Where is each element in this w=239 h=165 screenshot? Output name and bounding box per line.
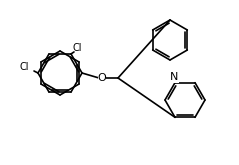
Text: Cl: Cl (20, 62, 29, 72)
Text: N: N (170, 72, 178, 82)
Text: O: O (98, 73, 106, 83)
Text: Cl: Cl (73, 43, 82, 53)
